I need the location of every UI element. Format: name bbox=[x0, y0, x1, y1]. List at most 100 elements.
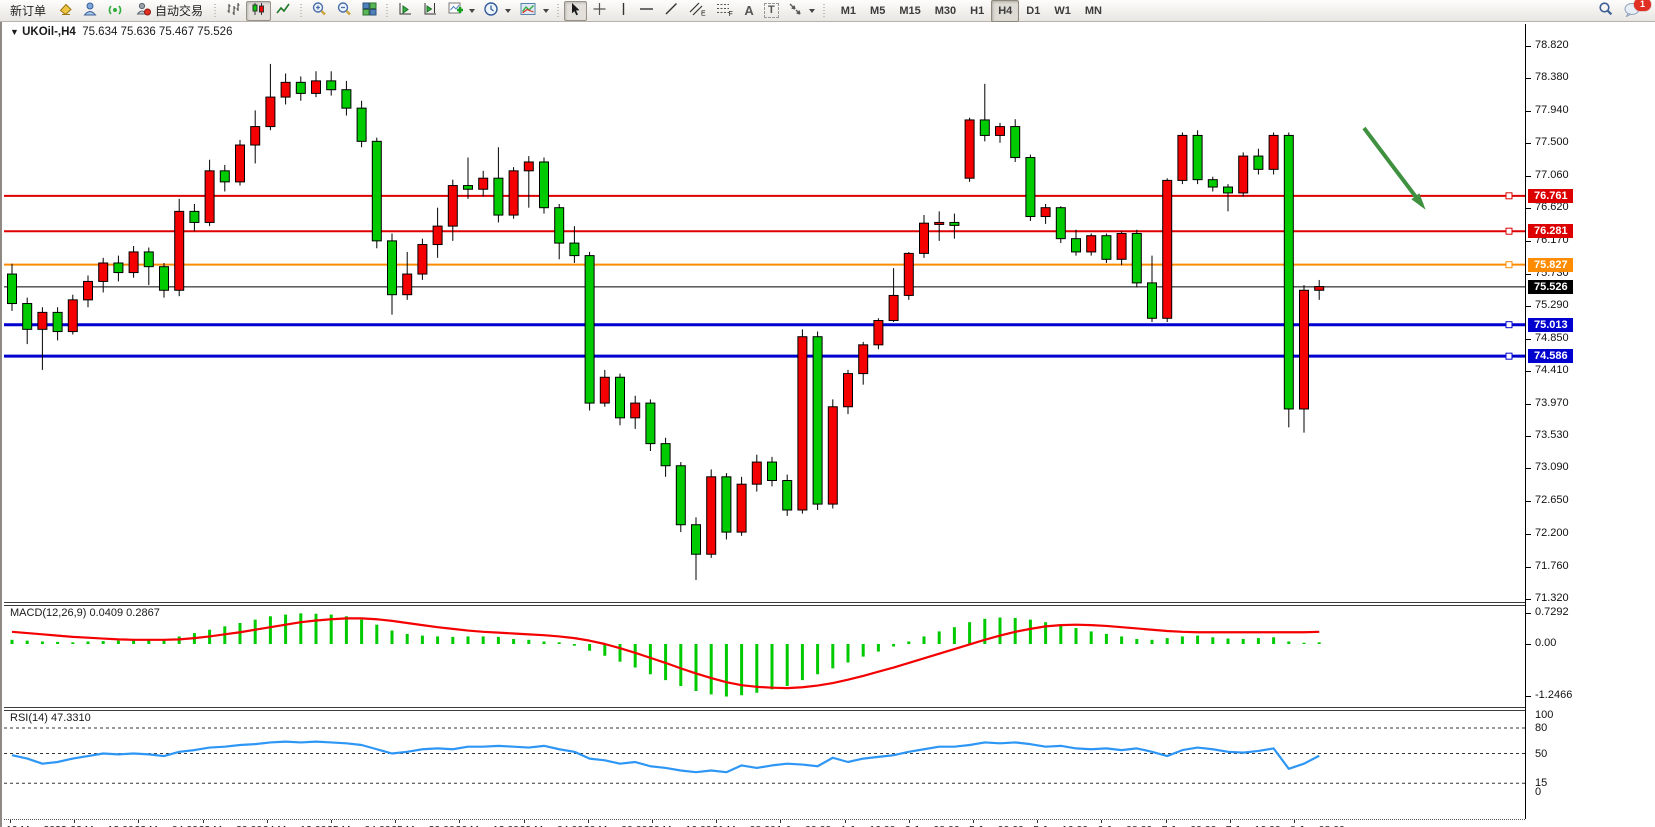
timeframe-button-m1[interactable]: M1 bbox=[840, 4, 857, 17]
level-handle[interactable] bbox=[1505, 321, 1513, 329]
candle-body bbox=[250, 126, 261, 146]
expert-stamp-button[interactable] bbox=[53, 1, 78, 21]
price-axis[interactable]: 78.820 78.380 77.940 77.500 77.060 76.620 76.1… bbox=[1526, 22, 1655, 822]
candle-body bbox=[1040, 207, 1051, 218]
candle-body bbox=[295, 81, 306, 94]
main-chart-panel[interactable] bbox=[4, 24, 1525, 602]
macd-histogram-bar bbox=[876, 644, 880, 652]
autoscroll-button[interactable] bbox=[393, 1, 418, 21]
timeframe-button-d1[interactable]: D1 bbox=[1026, 4, 1041, 17]
time-tick-label: 6 Jun 08:00 bbox=[1097, 824, 1152, 827]
macd-axis-tick bbox=[1526, 613, 1531, 615]
panel-splitter[interactable] bbox=[4, 602, 1525, 606]
timeframe-button-m15[interactable]: M15 bbox=[899, 4, 921, 17]
macd-histogram-bar bbox=[527, 639, 531, 644]
zoom-in-button[interactable] bbox=[307, 1, 332, 21]
equidistant-channel-icon: E bbox=[688, 1, 707, 20]
shapes-button[interactable] bbox=[783, 1, 819, 21]
candle-body bbox=[1283, 134, 1294, 410]
timeframe-button-m30[interactable]: M30 bbox=[934, 4, 957, 17]
templates-button[interactable] bbox=[515, 1, 553, 21]
time-tick-label: 30 May 16:00 bbox=[648, 824, 712, 827]
macd-histogram-bar bbox=[451, 636, 455, 644]
macd-histogram-bar bbox=[329, 614, 333, 644]
candle-body bbox=[797, 336, 808, 511]
candle-body bbox=[1025, 157, 1036, 218]
level-handle[interactable] bbox=[1505, 192, 1513, 200]
time-tick-mark bbox=[973, 820, 974, 823]
time-tick-label: 8 Jun 08:00 bbox=[1290, 824, 1345, 827]
macd-histogram-bar bbox=[466, 636, 470, 644]
periods-button[interactable] bbox=[479, 1, 515, 21]
new-order-button[interactable]: 新订单 bbox=[3, 1, 53, 21]
channel-button[interactable]: E bbox=[684, 1, 711, 21]
dropdown-caret bbox=[505, 8, 512, 13]
chart-shift-button[interactable] bbox=[418, 1, 443, 21]
macd-histogram-bar bbox=[314, 613, 318, 644]
chart-ohlc-values: 75.634 75.636 75.467 75.526 bbox=[82, 26, 233, 38]
candle-body bbox=[143, 251, 154, 268]
time-tick-label: 29 May 04:00 bbox=[520, 824, 584, 827]
arrow-annotation[interactable] bbox=[1362, 126, 1424, 207]
timeframe-button-h4[interactable]: H4 bbox=[991, 0, 1020, 22]
candle-body bbox=[447, 185, 458, 227]
macd-histogram-bar bbox=[1044, 622, 1048, 644]
macd-histogram-bar bbox=[405, 633, 409, 644]
timeframe-button-m5[interactable]: M5 bbox=[870, 4, 886, 17]
candle-body bbox=[98, 262, 109, 282]
rsi-axis-label: 50 bbox=[1535, 747, 1548, 760]
macd-histogram-bar bbox=[238, 623, 242, 644]
panel-splitter[interactable] bbox=[4, 707, 1525, 711]
macd-histogram-bar bbox=[603, 644, 607, 656]
macd-histogram-bar bbox=[740, 644, 744, 696]
price-tag-74.586: 74.586 bbox=[1528, 349, 1573, 364]
macd-histogram-bar bbox=[800, 644, 804, 681]
search-button[interactable] bbox=[1593, 1, 1619, 21]
text-button[interactable]: A bbox=[738, 1, 760, 21]
time-tick-mark bbox=[331, 820, 332, 823]
timeframe-button-h1[interactable]: H1 bbox=[970, 4, 985, 17]
chart-line-button[interactable] bbox=[271, 1, 296, 21]
cursor-button[interactable] bbox=[564, 0, 588, 21]
macd-axis-label: 0.7292 bbox=[1535, 606, 1569, 619]
timeframe-button-mn[interactable]: MN bbox=[1084, 4, 1102, 17]
tile-windows-button[interactable] bbox=[357, 1, 382, 21]
vline-button[interactable] bbox=[612, 1, 634, 21]
macd-histogram-bar bbox=[633, 644, 637, 668]
indicators-button[interactable] bbox=[443, 1, 479, 21]
timeframe-button-w1[interactable]: W1 bbox=[1054, 4, 1071, 17]
level-handle[interactable] bbox=[1505, 227, 1513, 235]
notifications-button[interactable]: 1 bbox=[1619, 0, 1651, 21]
zoom-out-button[interactable] bbox=[332, 1, 357, 21]
candle-body bbox=[979, 119, 990, 136]
fibonacci-button[interactable]: F bbox=[711, 1, 738, 21]
price-axis-border bbox=[1525, 24, 1526, 819]
rsi-panel[interactable] bbox=[4, 711, 1525, 796]
candle-body bbox=[67, 299, 78, 333]
time-axis[interactable]: 19 May 202322 May 12:0023 May 04:0023 Ma… bbox=[4, 819, 1525, 827]
chart-title: ▼ UKOil-,H4 75.634 75.636 75.467 75.526 bbox=[10, 26, 232, 38]
collapse-triangle-icon[interactable]: ▼ bbox=[10, 27, 19, 37]
signal-button[interactable] bbox=[103, 1, 128, 21]
trendline-icon bbox=[663, 1, 680, 20]
stamp-icon bbox=[57, 1, 74, 20]
text-label-button[interactable]: T bbox=[760, 1, 783, 21]
chart-symbol: UKOil-,H4 bbox=[22, 26, 76, 38]
level-handle[interactable] bbox=[1505, 261, 1513, 269]
candle-body bbox=[751, 461, 762, 485]
level-handle[interactable] bbox=[1505, 352, 1513, 360]
hline-button[interactable] bbox=[634, 1, 659, 21]
macd-histogram-bar bbox=[1226, 638, 1230, 644]
crosshair-button[interactable] bbox=[587, 1, 612, 21]
price-tick-label: 73.970 bbox=[1535, 396, 1569, 409]
autotrade-button[interactable]: 自动交易 bbox=[128, 1, 210, 21]
zoom-out-icon bbox=[336, 1, 353, 20]
chart-candles-button[interactable] bbox=[246, 0, 272, 21]
chart-bars-button[interactable] bbox=[221, 1, 246, 21]
candle-body bbox=[235, 144, 245, 183]
accounts-button[interactable] bbox=[78, 1, 103, 21]
price-tick-label: 76.620 bbox=[1535, 201, 1569, 214]
candle-body bbox=[1131, 232, 1142, 284]
trendline-button[interactable] bbox=[659, 1, 684, 21]
macd-panel[interactable] bbox=[4, 606, 1525, 706]
